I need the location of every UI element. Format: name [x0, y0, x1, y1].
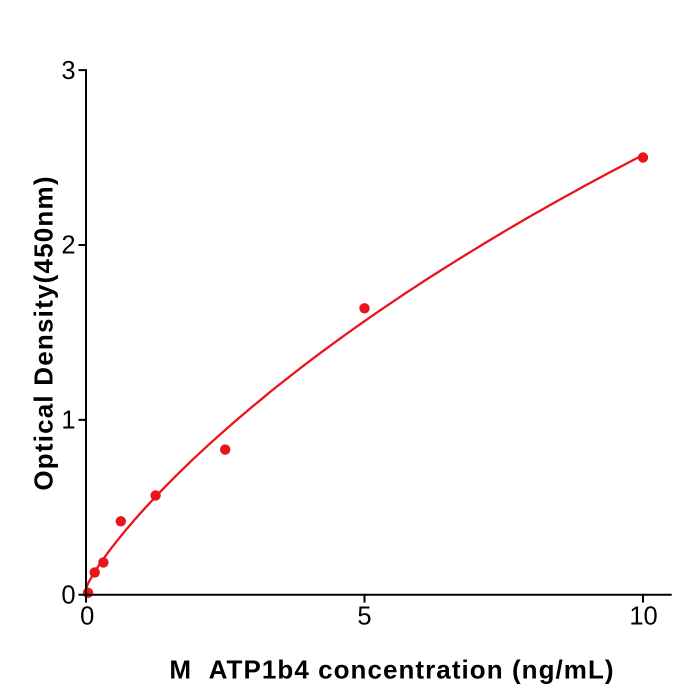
svg-text:0: 0	[80, 602, 94, 630]
svg-text:3: 3	[61, 57, 75, 85]
svg-text:10: 10	[629, 602, 657, 630]
svg-text:M ATP1b4 concentration (ng/mL: M ATP1b4 concentration (ng/mL)	[169, 654, 614, 684]
svg-text:2: 2	[61, 232, 75, 260]
svg-text:5: 5	[357, 602, 371, 630]
svg-text:0: 0	[61, 582, 75, 610]
svg-text:1: 1	[61, 407, 75, 435]
svg-text:Optical Density(450nm): Optical Density(450nm)	[28, 175, 58, 490]
